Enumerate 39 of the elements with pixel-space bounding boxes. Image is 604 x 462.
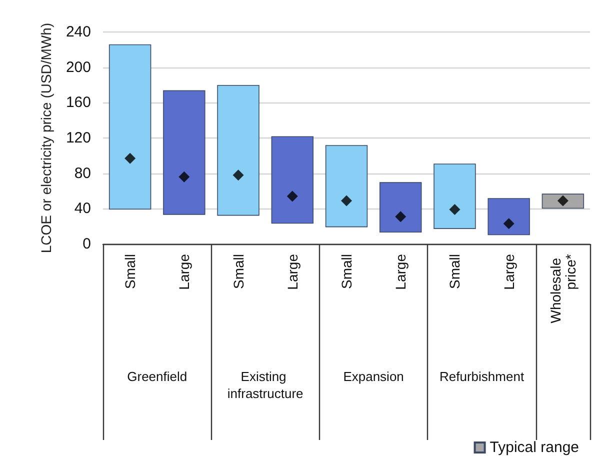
x-tick-label: Large (500, 254, 517, 290)
x-tick-label: Large (284, 254, 300, 290)
x-tick-label: Large (176, 254, 192, 290)
x-tick-label: Small (338, 254, 354, 290)
bar (217, 85, 260, 216)
point (232, 170, 244, 181)
y-tick-label: 200 (66, 58, 91, 76)
bar (325, 145, 368, 228)
x-tick-label: Small (230, 254, 246, 290)
x-tick-label: Small (122, 254, 138, 290)
point (341, 195, 352, 206)
x-tick-label: Small (446, 254, 463, 290)
text: Expansion (343, 369, 404, 384)
point (395, 211, 406, 222)
legend-label: Typical range (490, 439, 579, 456)
y-tick-label: 80 (74, 164, 91, 182)
point (178, 171, 190, 182)
bar (488, 198, 530, 236)
point (286, 190, 298, 202)
x-tick-label: Large (392, 254, 409, 290)
text: Greenfield (127, 369, 188, 384)
y-tick-label: 40 (74, 200, 91, 218)
x-tick-label: Wholesale price* (547, 253, 578, 324)
y-tick-label: 120 (66, 130, 91, 146)
bar (380, 182, 422, 233)
bar (271, 136, 314, 224)
y-tick-label: 240 (66, 24, 91, 40)
bar (163, 90, 206, 215)
text: Existing infrastructure (227, 369, 304, 401)
y-tick-label: 0 (82, 236, 91, 252)
bar (108, 44, 152, 210)
bar (434, 164, 476, 229)
y-axis-title: LCOE or electricity price (USD/MWh) (38, 22, 54, 254)
y-tick-label: 160 (66, 94, 91, 112)
bar (542, 194, 584, 209)
point (503, 218, 514, 230)
point (124, 152, 136, 164)
point (449, 204, 460, 216)
text: Refurbishment (440, 369, 524, 384)
